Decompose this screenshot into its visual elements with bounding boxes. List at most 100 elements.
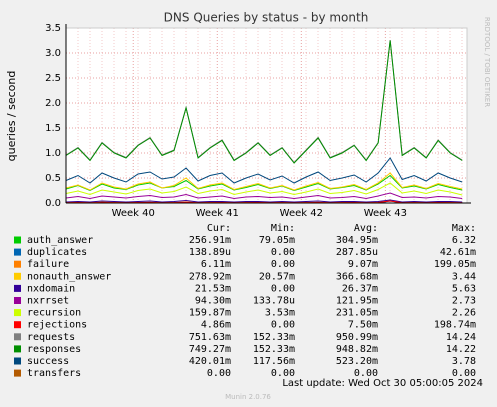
legend-swatch [14,284,21,292]
legend-stat: 523.20m [336,356,378,367]
legend-stat: 14.22 [446,344,476,355]
legend-stat: 14.24 [446,332,476,343]
legend-label: failure [27,259,69,270]
legend-stat: 948.82m [336,344,378,355]
legend-swatch [14,297,21,304]
legend-label: auth_answer [27,235,93,246]
legend-stat: 133.78u [253,296,295,307]
legend-stat: 0.00 [271,283,295,294]
legend-stat: 20.57m [259,271,295,282]
series-line [65,157,463,184]
legend-header: Cur: [207,223,231,234]
legend-stat: 231.05m [336,308,378,319]
legend-stat: 26.37m [342,283,378,294]
legend-swatch [14,260,21,268]
legend-swatch [14,248,21,256]
y-tick-label: 1.0 [45,148,61,159]
y-tick-label: 2.0 [45,98,61,109]
y-axis-label: queries / second [5,71,18,162]
chart-title: DNS Queries by status - by month [164,11,369,25]
legend-stat: 3.53m [265,308,295,319]
legend-stat: 152.33m [253,332,295,343]
y-tick-label: 3.0 [45,48,61,59]
series-line [65,199,463,203]
legend-stat: 5.63 [452,283,476,294]
legend-swatch [14,357,21,365]
legend-stat: 7.50m [348,320,378,331]
legend-stat: 0.00 [207,368,231,379]
legend-stat: 950.99m [336,332,378,343]
legend-stat: 366.68m [336,271,378,282]
legend-stat: 256.91m [189,235,231,246]
legend-header: Min: [271,223,295,234]
legend-stat: 152.33m [253,344,295,355]
watermark: RRDTOOL / TOBI OETIKER [483,17,491,107]
legend-swatch [14,309,21,317]
y-tick-label: 2.5 [45,73,61,84]
legend-stat: 2.73 [452,296,476,307]
legend-stat: 9.07m [348,259,378,270]
legend-stat: 0.00 [354,368,378,379]
x-tick-label: Week 41 [196,208,239,219]
legend-label: recursion [27,308,81,319]
legend-header: Max: [452,223,476,234]
legend-stat: 420.01m [189,356,231,367]
legend-stat: 21.53m [195,283,231,294]
legend-stat: 121.95m [336,296,378,307]
legend-label: nxrrset [27,296,69,307]
legend-stat: 2.26 [452,308,476,319]
legend-stat: 749.27m [189,344,231,355]
legend-stat: 6.32 [452,235,476,246]
legend-stat: 198.74m [434,320,476,331]
legend-stat: 0.00 [271,247,295,258]
legend-swatch [14,369,21,377]
legend-label: transfers [27,368,81,379]
legend-swatch [14,333,21,341]
legend-stat: 117.56m [253,356,295,367]
legend-label: nxdomain [27,283,75,294]
legend-stat: 4.86m [201,320,231,331]
legend-stat: 0.00 [271,368,295,379]
legend-label: rejections [27,320,87,331]
legend-stat: 278.92m [189,271,231,282]
last-update: Last update: Wed Oct 30 05:00:05 2024 [282,378,483,389]
legend-stat: 42.61m [440,247,476,258]
legend-label: success [27,356,69,367]
y-tick-label: 3.5 [45,23,61,34]
legend-label: nonauth_answer [27,271,111,282]
y-tick-label: 0.0 [45,198,61,209]
legend-stat: 0.00 [271,320,295,331]
legend-stat: 138.89u [189,247,231,258]
legend-label: responses [27,344,81,355]
legend-stat: 287.85u [336,247,378,258]
footer: Munin 2.0.76 [225,393,271,401]
series-line [65,40,463,164]
legend-label: requests [27,332,75,343]
y-tick-label: 1.5 [45,123,61,134]
legend-stat: 0.00 [452,368,476,379]
legend-stat: 199.05m [434,259,476,270]
legend-stat: 304.95m [336,235,378,246]
legend-stat: 3.44 [452,271,476,282]
legend-stat: 79.05m [259,235,295,246]
legend-label: duplicates [27,247,87,258]
legend-stat: 3.78 [452,356,476,367]
series-line [65,172,463,191]
legend-swatch [14,321,21,329]
y-tick-label: 0.5 [45,173,61,184]
x-tick-label: Week 42 [280,208,323,219]
legend-stat: 6.11m [201,259,231,270]
legend-stat: 159.87m [189,308,231,319]
x-tick-label: Week 43 [364,208,407,219]
series-line [65,182,463,196]
legend-stat: 0.00 [271,259,295,270]
legend-swatch [14,345,21,353]
series-line [65,174,463,192]
legend-header: Avg: [354,223,378,234]
legend-swatch [14,272,21,280]
series-line [65,192,463,200]
legend-swatch [14,236,21,244]
legend-stat: 94.30m [195,296,231,307]
